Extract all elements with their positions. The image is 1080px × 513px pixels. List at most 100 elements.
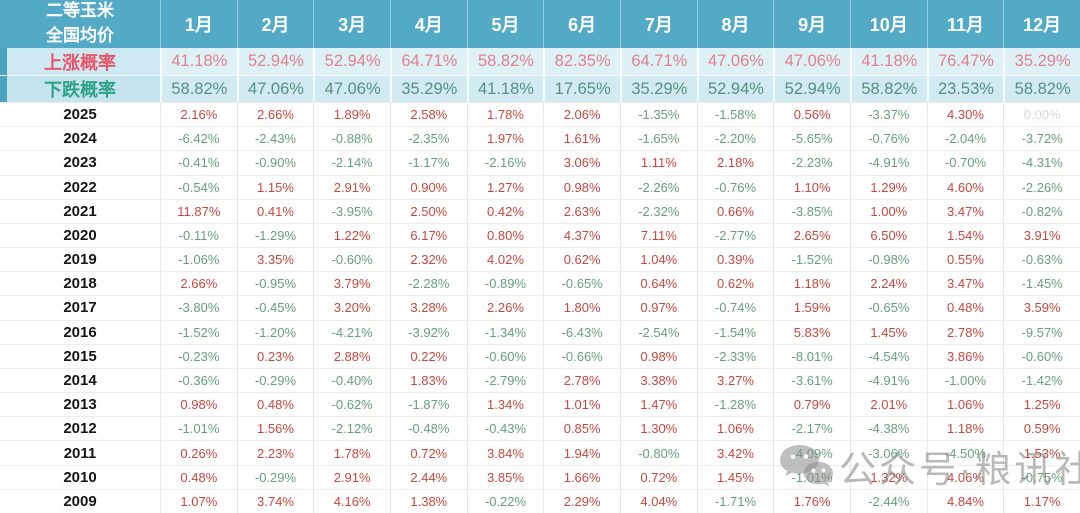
value-cell: -0.63% [1003, 247, 1080, 272]
year-label: 2010 [0, 464, 160, 489]
month-header: 12月 [1003, 0, 1080, 48]
value-cell: 1.78% [313, 440, 390, 465]
value-cell: -9.57% [1003, 319, 1080, 344]
value-cell: 0.85% [543, 416, 620, 441]
month-header: 2月 [236, 0, 314, 48]
value-cell: 1.04% [619, 247, 697, 272]
value-cell: 6.50% [849, 222, 927, 248]
value-cell: 3.85% [466, 464, 544, 489]
value-cell: 0.66% [696, 198, 774, 223]
value-cell: 3.74% [236, 488, 314, 513]
value-cell: -4.09% [773, 440, 850, 465]
value-cell: -4.91% [849, 367, 927, 393]
value-cell: -1.20% [236, 319, 314, 344]
value-cell: -2.26% [1003, 174, 1080, 199]
value-cell: 3.47% [926, 198, 1004, 223]
fall-probability-label: 下跌概率 [0, 75, 160, 102]
value-cell: 3.28% [389, 295, 467, 320]
value-cell: -3.72% [1003, 126, 1080, 151]
month-header: 11月 [926, 0, 1004, 48]
value-cell: 2.18% [696, 150, 774, 175]
value-cell: 0.72% [389, 440, 467, 465]
month-header: 7月 [619, 0, 697, 48]
value-cell: 1.94% [543, 440, 620, 465]
rise-probability-cell: 52.94% [313, 48, 390, 75]
value-cell: 1.83% [389, 367, 467, 393]
value-cell: -8.01% [773, 343, 850, 368]
rise-probability-cell: 64.71% [389, 48, 467, 75]
month-header: 3月 [313, 0, 390, 48]
value-cell: -1.06% [160, 247, 237, 272]
value-cell: 1.89% [313, 102, 390, 127]
value-cell: 1.45% [849, 319, 927, 344]
value-cell: -1.42% [1003, 367, 1080, 393]
value-cell: -2.17% [773, 416, 850, 441]
value-cell: 2.24% [849, 271, 927, 296]
value-cell: 0.55% [926, 247, 1004, 272]
value-cell: -2.04% [926, 126, 1004, 151]
value-cell: -0.82% [1003, 198, 1080, 223]
value-cell: -0.90% [236, 150, 314, 175]
value-cell: 2.16% [160, 102, 237, 127]
fall-probability-cell: 52.94% [696, 75, 774, 102]
value-cell: 1.38% [389, 488, 467, 513]
value-cell: 3.79% [313, 271, 390, 296]
rise-probability-label: 上涨概率 [0, 48, 160, 75]
value-cell: 3.06% [543, 150, 620, 175]
value-cell: -2.23% [773, 150, 850, 175]
value-cell: -0.23% [160, 343, 237, 368]
value-cell: 0.39% [696, 247, 774, 272]
fall-probability-cell: 58.82% [1003, 75, 1080, 102]
value-cell: -6.42% [160, 126, 237, 151]
value-cell: -0.70% [926, 150, 1004, 175]
value-cell: 0.62% [543, 247, 620, 272]
fall-probability-cell: 58.82% [849, 75, 927, 102]
value-cell: 3.35% [236, 247, 314, 272]
value-cell: 2.78% [543, 367, 620, 393]
value-cell: -0.48% [389, 416, 467, 441]
value-cell: -0.88% [313, 126, 390, 151]
value-cell: 0.90% [389, 174, 467, 199]
value-cell: 1.07% [160, 488, 237, 513]
table-title-line: 二等玉米 [46, 1, 114, 21]
value-cell: -0.75% [1003, 464, 1080, 489]
value-cell: 1.15% [236, 174, 314, 199]
value-cell: -2.20% [696, 126, 774, 151]
year-label: 2012 [0, 416, 160, 440]
value-cell: 1.34% [466, 392, 544, 417]
value-cell: -0.60% [313, 247, 390, 272]
month-header: 5月 [466, 0, 544, 48]
value-cell: -1.01% [160, 416, 237, 441]
value-cell: -4.21% [313, 319, 390, 344]
value-cell: -2.43% [236, 126, 314, 151]
value-cell: 1.32% [849, 464, 927, 489]
value-cell: -2.44% [849, 488, 927, 513]
value-cell: -3.80% [160, 295, 237, 320]
value-cell: -2.33% [696, 343, 774, 368]
value-cell: 2.88% [313, 343, 390, 368]
value-cell: -2.28% [389, 271, 467, 296]
value-cell: 2.91% [313, 464, 390, 489]
value-cell: -1.28% [696, 392, 774, 417]
value-cell: -2.12% [313, 416, 390, 441]
value-cell: -1.52% [160, 319, 237, 344]
value-cell: 1.10% [773, 174, 850, 199]
value-cell: 4.06% [926, 464, 1004, 489]
year-label: 2015 [0, 343, 160, 368]
fall-probability-cell: 47.06% [313, 75, 390, 102]
value-cell: -6.43% [543, 319, 620, 344]
value-cell: -1.45% [1003, 271, 1080, 296]
value-cell: 1.76% [773, 488, 850, 513]
value-cell: 4.30% [926, 102, 1004, 127]
value-cell: 1.66% [543, 464, 620, 489]
value-cell: 1.06% [696, 416, 774, 441]
fall-probability-cell: 35.29% [389, 75, 467, 102]
value-cell: -1.58% [696, 102, 774, 127]
rise-probability-cell: 58.82% [466, 48, 544, 75]
value-cell: 2.29% [543, 488, 620, 513]
value-cell: 1.54% [926, 222, 1004, 248]
month-header: 10月 [849, 0, 927, 48]
rise-probability-cell: 41.18% [849, 48, 927, 75]
value-cell: 0.22% [389, 343, 467, 368]
